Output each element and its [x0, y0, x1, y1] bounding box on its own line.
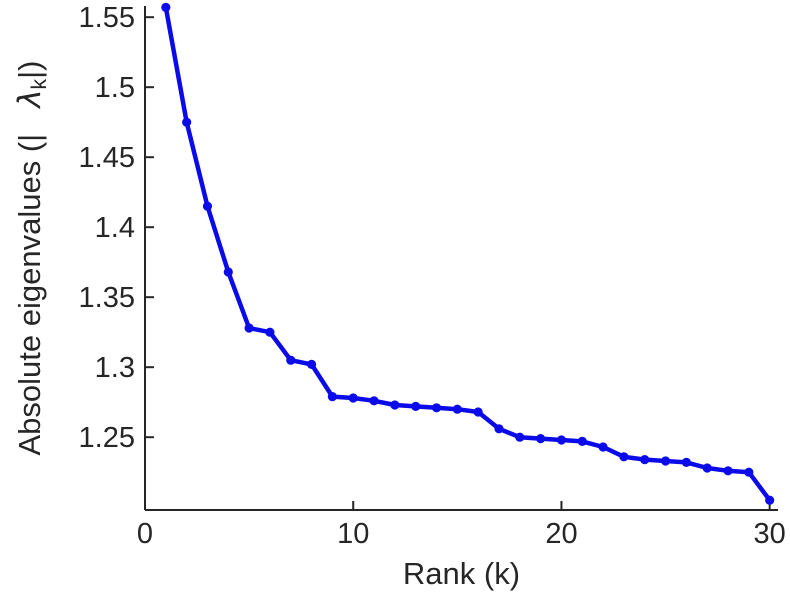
data-point-marker [702, 463, 712, 473]
data-point-marker [494, 424, 504, 434]
data-point-marker [744, 467, 754, 477]
data-point-marker [327, 392, 338, 402]
data-point-marker [369, 396, 379, 406]
chart-line [163, 5, 772, 503]
data-point-marker [556, 435, 567, 445]
data-point-marker [723, 466, 733, 476]
data-point-marker [765, 495, 775, 505]
y-tick-label: 1.45 [79, 142, 135, 174]
data-point-marker [286, 355, 296, 365]
data-point-marker [681, 457, 691, 467]
data-point-marker [202, 201, 213, 211]
lambda-subscript: k [27, 78, 51, 90]
data-point-marker [348, 393, 358, 403]
data-point-marker [223, 267, 233, 277]
data-point-marker [473, 407, 483, 417]
data-point-marker [411, 401, 421, 411]
y-tick-label: 1.3 [95, 352, 135, 384]
data-point-marker [431, 403, 442, 413]
x-axis-label: Rank (k) [402, 556, 521, 591]
y-tick-label: 1.4 [95, 212, 135, 244]
y-tick-label: 1.35 [79, 282, 135, 314]
data-point-marker [390, 400, 400, 410]
data-point-marker [598, 442, 608, 452]
data-point-marker [161, 2, 171, 12]
x-tick-label: 20 [545, 518, 577, 550]
data-point-marker [244, 323, 254, 333]
y-tick-label: 1.25 [79, 422, 135, 454]
y-tick-label: 1.55 [79, 2, 135, 34]
data-point-marker [577, 436, 587, 446]
data-point-marker [452, 404, 462, 414]
data-point-marker [265, 327, 275, 337]
data-point-marker [182, 117, 192, 127]
data-point-marker [619, 452, 629, 462]
x-tick-label: 30 [754, 518, 786, 550]
y-axis-label-prefix: Absolute eigenvalues (| [12, 133, 47, 456]
data-point-marker [515, 432, 525, 442]
data-point-marker [306, 359, 317, 369]
data-point-marker [660, 456, 671, 466]
x-tick-label: 10 [337, 518, 369, 550]
data-point-marker [536, 434, 546, 444]
y-tick-label: 1.5 [95, 72, 135, 104]
y-axis-label: Absolute eigenvalues (| λk|) [12, 60, 51, 456]
y-axis-label-suffix: |) [12, 60, 47, 79]
lambda-symbol: λ [12, 89, 48, 108]
x-tick-label: 0 [137, 518, 153, 550]
data-point-marker [640, 455, 650, 465]
